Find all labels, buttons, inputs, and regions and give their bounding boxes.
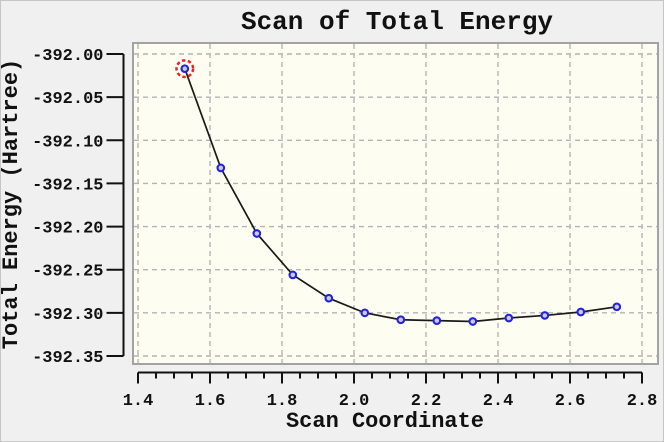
x-axis-label: Scan Coordinate: [286, 409, 484, 434]
data-point-marker[interactable]: [576, 307, 586, 317]
gridlines: [134, 44, 657, 363]
y-tick-label: -392.35: [32, 349, 103, 368]
chart-title: Scan of Total Energy: [241, 7, 553, 37]
x-tick-label: 1.4: [123, 392, 154, 411]
x-tick-label: 1.6: [195, 392, 226, 411]
y-tick-label: -392.25: [32, 263, 103, 282]
data-point-markers: [175, 59, 622, 326]
y-tick-label: -392.15: [32, 176, 103, 195]
data-point-marker[interactable]: [612, 302, 622, 312]
y-tick-label: -392.30: [32, 306, 103, 325]
x-tick-label: 2.6: [555, 392, 586, 411]
y-tick-label: -392.05: [32, 90, 103, 109]
y-tick-label: -392.00: [32, 47, 103, 66]
data-point-marker[interactable]: [288, 270, 298, 280]
data-point-marker[interactable]: [396, 315, 406, 325]
y-axis-label: Total Energy (Hartree): [0, 59, 24, 349]
x-axis: 1.4 1.6 1.8 2.0 2.2 2.4 2.6 2.8: [123, 371, 658, 411]
y-tick-label: -392.10: [32, 133, 103, 152]
x-tick-label: 2.8: [627, 392, 658, 411]
data-point-marker[interactable]: [540, 311, 550, 320]
data-point-marker[interactable]: [360, 308, 370, 318]
x-tick-label: 2.0: [339, 392, 370, 411]
data-point-marker[interactable]: [432, 316, 442, 325]
data-point-marker[interactable]: [324, 293, 334, 303]
data-point-marker[interactable]: [468, 317, 478, 326]
y-axis: -392.00 -392.05 -392.10 -392.15 -392.20 -392.…: [32, 47, 125, 368]
x-tick-label: 2.4: [483, 392, 514, 411]
data-point-marker[interactable]: [504, 313, 514, 323]
selected-point-ring: [175, 59, 195, 79]
data-point-marker[interactable]: [216, 163, 226, 173]
y-tick-label: -392.20: [32, 220, 103, 239]
x-tick-label: 2.2: [411, 392, 442, 411]
x-tick-label: 1.8: [267, 392, 298, 411]
data-point-marker[interactable]: [180, 64, 190, 74]
data-point-marker[interactable]: [252, 229, 262, 238]
